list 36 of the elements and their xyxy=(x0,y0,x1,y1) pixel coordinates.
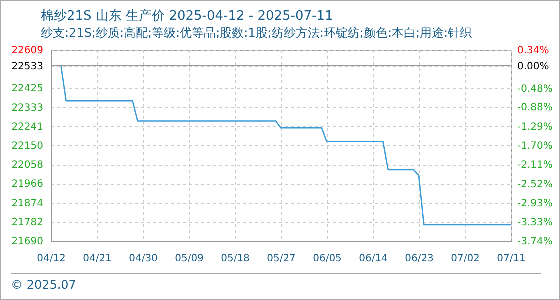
y2-tick-label: -2.11% xyxy=(518,160,553,172)
y-tick-label: 21874 xyxy=(12,198,44,210)
y2-tick-label: -2.52% xyxy=(518,179,553,190)
x-tick-label: 05/09 xyxy=(175,254,204,264)
y-tick-label: 22150 xyxy=(12,140,44,152)
x-tick-label: 06/05 xyxy=(313,254,342,264)
chart-subtitle: 纱支:21S;纱质:高配;等级:优等品;股数:1股;纺纱方法:环锭纺;颜色:本白;用途:针织 xyxy=(41,26,472,40)
y2-tick-label: -0.48% xyxy=(518,84,553,95)
y2-tick-label: -1.29% xyxy=(518,122,553,133)
chart-title: 棉纱21S 山东 生产价 2025-04-12 - 2025-07-11 xyxy=(41,9,334,24)
text: © 2025.07 xyxy=(11,273,541,292)
y2-tick-label: 0.00% xyxy=(518,61,550,72)
x-tick-label: 06/23 xyxy=(405,254,434,264)
x-tick-label: 04/12 xyxy=(37,254,66,264)
y2-tick-label: 0.34% xyxy=(518,46,550,56)
x-tick-label: 04/30 xyxy=(129,254,158,264)
x-tick-label: 05/27 xyxy=(267,254,296,264)
y-tick-label: 21690 xyxy=(12,236,44,248)
y2-tick-label: -2.93% xyxy=(518,198,553,210)
y2-tick-label: -3.74% xyxy=(518,236,553,248)
y-tick-label: 22241 xyxy=(12,122,44,133)
y-tick-label: 22058 xyxy=(12,160,44,172)
y2-tick-label: -3.33% xyxy=(518,217,553,228)
x-tick-label: 04/21 xyxy=(83,254,112,264)
x-tick-label: 07/11 xyxy=(497,254,526,264)
y-tick-label: 21782 xyxy=(12,217,44,228)
x-tick-label: 07/02 xyxy=(451,254,480,264)
y-tick-label: 22533 xyxy=(12,61,44,72)
y-tick-label: 22425 xyxy=(12,84,44,95)
x-tick-label: 06/14 xyxy=(359,254,388,264)
y-tick-label: 21966 xyxy=(12,179,44,190)
x-tick-label: 05/18 xyxy=(221,254,250,264)
y2-tick-label: -0.88% xyxy=(518,102,553,114)
y-tick-label: 22333 xyxy=(12,102,44,114)
y2-tick-label: -1.70% xyxy=(518,141,553,152)
y-tick-label: 22609 xyxy=(12,46,44,56)
